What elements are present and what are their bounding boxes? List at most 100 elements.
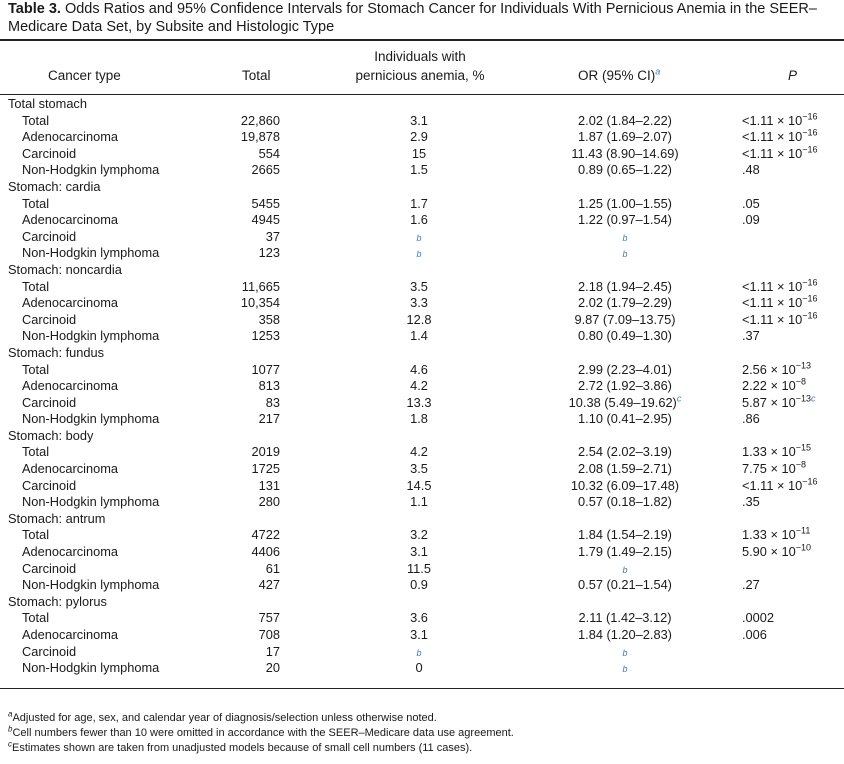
footnote-mark: c	[811, 393, 816, 404]
or-ci-cell: 1.84 (1.20–2.83)	[565, 627, 685, 644]
footnote-mark: c	[676, 393, 682, 404]
total-cell: 2019	[251, 444, 280, 460]
or-ci-cell: b	[565, 229, 685, 247]
or-ci-cell: 2.72 (1.92–3.86)	[565, 378, 685, 395]
footnote-mark: b	[622, 232, 628, 243]
group-label: Stomach: noncardia	[8, 261, 122, 277]
or-ci-value: 2.02 (1.79–2.29)	[578, 295, 672, 311]
p-value-cell: .05	[742, 196, 842, 213]
group-label: Stomach: body	[8, 427, 94, 443]
p-value-base: <1.11 × 10	[742, 278, 803, 294]
or-ci-value: 2.08 (1.59–2.71)	[578, 461, 672, 477]
p-value-base: 5.90 × 10	[742, 544, 796, 560]
p-value-base: 2.22 × 10	[742, 378, 796, 394]
total-cell: 5455	[251, 195, 280, 211]
or-ci-value: 1.79 (1.49–2.15)	[578, 544, 672, 560]
group-label: Stomach: antrum	[8, 510, 106, 526]
table-row: Carcinoid 83 13.3 10.38 (5.49–19.62)c 5.87 ×…	[0, 393, 844, 412]
p-value-base: 5.87 × 10	[742, 394, 796, 410]
cancer-type-cell: Adenocarcinoma	[22, 627, 119, 642]
cancer-type-cell: Adenocarcinoma	[22, 129, 119, 145]
or-ci-cell: 0.57 (0.21–1.54)	[565, 577, 685, 594]
p-value-base: <1.11 × 10	[742, 477, 803, 493]
pa-percent-cell: b	[384, 245, 454, 263]
p-value-exponent: −16	[802, 111, 818, 122]
p-value-cell: .09	[742, 212, 842, 229]
header-or-footnote-mark: a	[655, 66, 661, 77]
or-ci-cell: 1.79 (1.49–2.15)	[565, 544, 685, 561]
p-value-base: 1.33 × 10	[742, 527, 796, 543]
total-cell: 4722	[251, 527, 280, 543]
header-total: Total	[242, 68, 271, 83]
cancer-type-cell: Total	[22, 361, 50, 377]
pa-percent-cell: 13.3	[406, 394, 432, 410]
group-label: Stomach: pylorus	[8, 593, 107, 609]
or-ci-value: 2.11 (1.42–3.12)	[578, 610, 672, 626]
pa-percent-cell: 1.4	[410, 328, 428, 344]
or-ci-value: 0.57 (0.21–1.54)	[578, 577, 672, 593]
or-ci-cell: 0.80 (0.49–1.30)	[565, 328, 685, 345]
total-cell: 1253	[251, 328, 280, 344]
or-ci-cell: 2.99 (2.23–4.01)	[565, 362, 685, 379]
group-header-row: Stomach: pylorus	[0, 594, 844, 611]
pa-percent-cell: 1.6	[410, 212, 428, 228]
total-cell: 757	[258, 610, 280, 626]
or-ci-cell: 1.22 (0.97–1.54)	[565, 212, 685, 229]
p-value-cell: .27	[742, 577, 842, 594]
p-value-cell: .86	[742, 411, 842, 428]
footnote-mark: b	[416, 249, 422, 260]
or-ci-cell: 2.02 (1.84–2.22)	[565, 113, 685, 130]
p-value-exponent: −15	[795, 443, 812, 454]
p-value-exponent: −8	[795, 376, 806, 387]
footnote-mark: b	[416, 647, 422, 658]
table-row: Adenocarcinoma 708 3.1 1.84 (1.20–2.83) .006	[0, 627, 844, 644]
cancer-type-cell: Total	[22, 278, 50, 294]
p-value-base: .09	[742, 212, 760, 228]
table-row: Non-Hodgkin lymphoma 217 1.8 1.10 (0.41–2.9…	[0, 411, 844, 428]
or-ci-value: 1.10 (0.41–2.95)	[578, 411, 672, 427]
header-or: OR (95% CI)a	[578, 67, 660, 84]
p-value-base: .86	[742, 411, 760, 427]
table-row: Total 22,860 3.1 2.02 (1.84–2.22) <1.11 × 10…	[0, 111, 844, 130]
total-cell: 131	[258, 477, 280, 493]
table-row: Adenocarcinoma 19,878 2.9 1.87 (1.69–2.07) <…	[0, 127, 844, 146]
cancer-type-cell: Carcinoid	[22, 643, 77, 659]
cancer-type-cell: Adenocarcinoma	[22, 544, 119, 560]
cancer-type-cell: Non-Hodgkin lymphoma	[22, 660, 160, 676]
total-cell: 10,354	[240, 295, 280, 311]
cancer-type-cell: Non-Hodgkin lymphoma	[22, 494, 160, 510]
pa-percent-cell: 3.2	[410, 527, 428, 543]
or-ci-value: 2.99 (2.23–4.01)	[578, 361, 672, 377]
or-ci-value: 0.89 (0.65–1.22)	[578, 162, 672, 178]
pa-percent-cell: 0	[415, 660, 423, 676]
cancer-type-cell: Non-Hodgkin lymphoma	[22, 162, 160, 178]
total-cell: 19,878	[240, 129, 280, 145]
table-row: Carcinoid 554 15 11.43 (8.90–14.69) <1.11 × …	[0, 145, 844, 163]
or-ci-value: 0.80 (0.49–1.30)	[578, 328, 672, 344]
pa-percent-cell: 0.9	[410, 577, 428, 593]
p-value-cell: .48	[742, 162, 842, 179]
pa-percent-cell: 4.6	[410, 361, 428, 377]
p-value-exponent: −16	[802, 310, 818, 321]
table-row: Carcinoid 358 12.8 9.87 (7.09–13.75) <1.11 ×…	[0, 310, 844, 329]
or-ci-value: 2.72 (1.92–3.86)	[578, 378, 672, 394]
p-value-base: .006	[742, 627, 767, 642]
table-row: Carcinoid 61 11.5 b	[0, 561, 844, 578]
cancer-type-cell: Total	[22, 112, 50, 128]
p-value-exponent: −16	[802, 127, 818, 138]
or-ci-value: 11.43 (8.90–14.69)	[571, 145, 679, 161]
footnote-mark: b	[622, 647, 628, 658]
cancer-type-cell: Total	[22, 444, 50, 460]
total-cell: 123	[258, 245, 280, 261]
table-row: Non-Hodgkin lymphoma 1253 1.4 0.80 (0.49–1.…	[0, 328, 844, 345]
or-ci-cell: 10.38 (5.49–19.62)c	[565, 393, 685, 412]
cancer-type-cell: Carcinoid	[22, 228, 77, 244]
total-cell: 427	[258, 577, 280, 593]
table-row: Carcinoid 37 b b	[0, 229, 844, 246]
cancer-type-cell: Non-Hodgkin lymphoma	[22, 245, 160, 261]
or-ci-cell: 1.25 (1.00–1.55)	[565, 196, 685, 213]
or-ci-cell: 2.18 (1.94–2.45)	[565, 279, 685, 296]
p-value-cell: .35	[742, 494, 842, 511]
cancer-type-cell: Non-Hodgkin lymphoma	[22, 577, 160, 593]
cancer-type-cell: Carcinoid	[22, 311, 77, 327]
